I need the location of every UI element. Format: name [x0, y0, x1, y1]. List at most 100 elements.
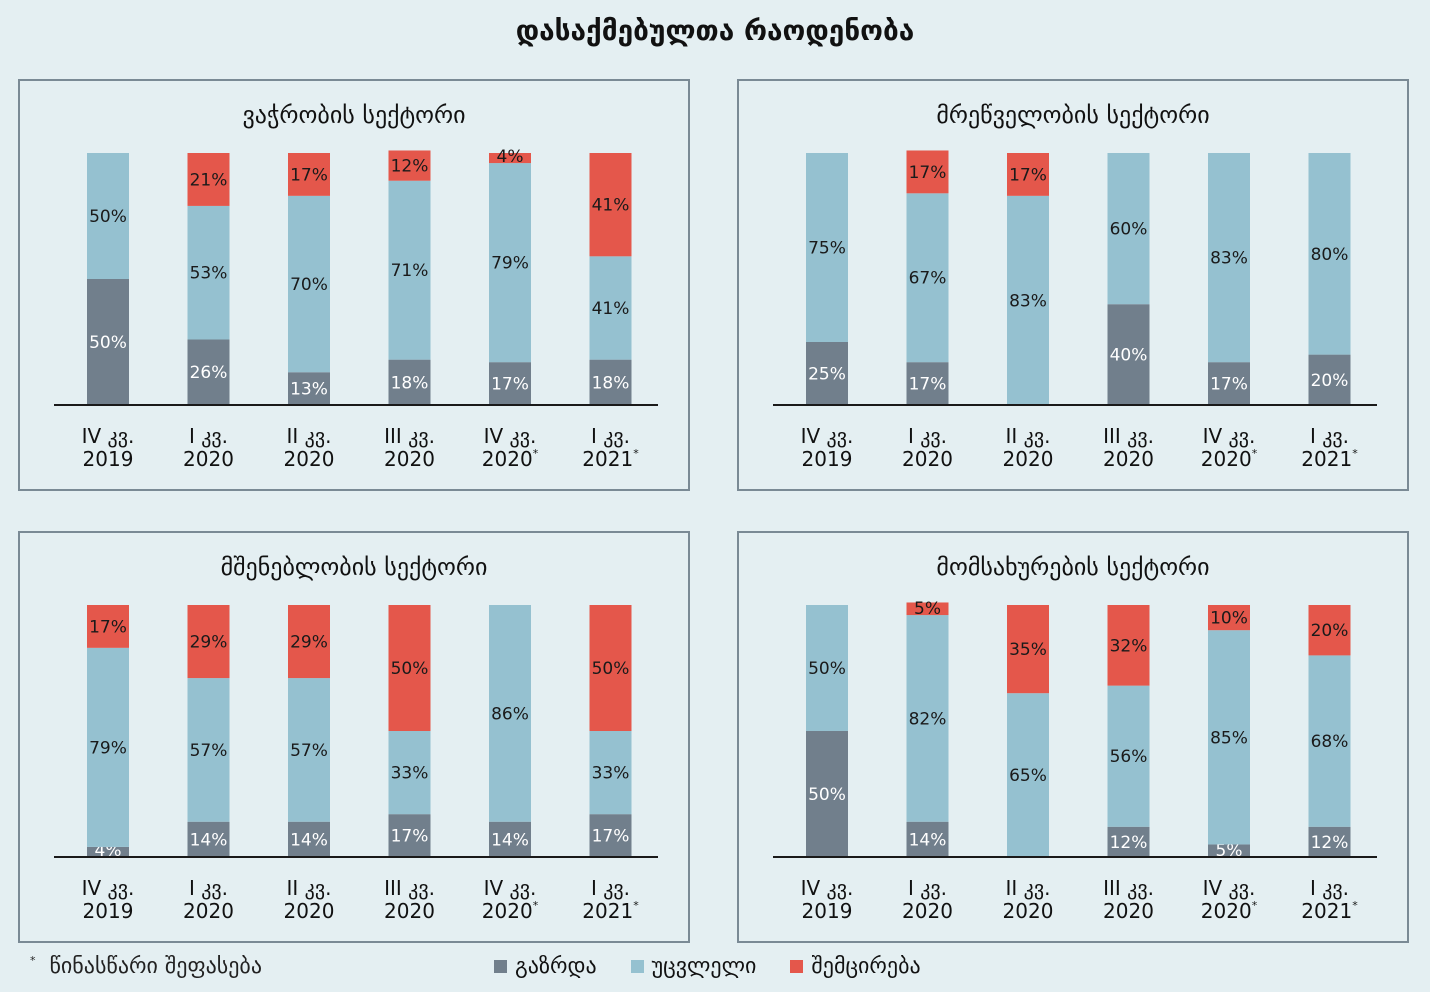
- x-tick-label: 2020: [284, 899, 335, 923]
- x-tick-label: 2020*: [1201, 899, 1258, 923]
- data-label: 50%: [391, 659, 429, 679]
- x-tick-label: II კვ.: [287, 876, 332, 900]
- legend-label: გაზრდა: [515, 954, 597, 979]
- data-label: 83%: [1210, 249, 1248, 269]
- data-label: 70%: [290, 275, 328, 295]
- bar-segment-decrease: [906, 150, 949, 194]
- bar-segment-decrease: [1107, 605, 1150, 686]
- footnote-mark: *: [633, 447, 639, 460]
- x-tick-label: IV კვ.: [484, 424, 537, 448]
- data-label: 12%: [391, 157, 429, 177]
- data-label: 50%: [592, 659, 630, 679]
- x-tick-label: 2020: [1003, 899, 1054, 923]
- footnote-text: წინასწარი შეფასება: [49, 954, 263, 979]
- bar-segment-unchanged: [589, 256, 632, 360]
- legend-item-increase: გაზრდა: [494, 954, 597, 979]
- bar-segment-increase: [589, 814, 632, 857]
- x-tick-label: I კვ.: [1310, 424, 1349, 448]
- x-tick-label: 2020: [284, 447, 335, 471]
- data-label: 80%: [1311, 245, 1349, 265]
- footnote-mark: *: [1252, 899, 1258, 912]
- bar-segment-increase: [1107, 826, 1150, 857]
- data-label: 18%: [391, 373, 429, 393]
- bar-segment-increase: [288, 821, 330, 857]
- x-tick-label: IV კვ.: [1203, 876, 1256, 900]
- bar-segment-decrease: [187, 153, 230, 206]
- x-tick-label: 2020: [902, 899, 953, 923]
- data-label: 21%: [190, 170, 228, 190]
- data-label: 10%: [1210, 609, 1248, 629]
- bar-segment-unchanged: [388, 731, 431, 815]
- footnote: * წინასწარი შეფასება: [30, 954, 262, 979]
- x-tick-label: IV კვ.: [484, 876, 537, 900]
- x-tick-label: I კვ.: [908, 876, 947, 900]
- bar-segment-decrease: [288, 605, 330, 679]
- bar-segment-unchanged: [1208, 630, 1250, 845]
- data-label: 14%: [491, 830, 529, 850]
- bar-segment-unchanged: [806, 605, 848, 731]
- x-tick-label: 2019: [83, 899, 134, 923]
- x-tick-label: 2021*: [582, 447, 639, 471]
- x-tick-label: IV კვ.: [82, 876, 135, 900]
- bar-segment-increase: [906, 821, 949, 857]
- bar-segment-increase: [1308, 826, 1351, 857]
- bar-segment-increase: [388, 814, 431, 857]
- data-label: 82%: [909, 709, 947, 729]
- bar-segment-decrease: [1007, 605, 1049, 694]
- bar-segment-decrease: [1308, 605, 1351, 656]
- data-label: 4%: [497, 147, 524, 167]
- bar-segment-increase: [1208, 844, 1250, 857]
- bar-segment-unchanged: [1107, 153, 1150, 305]
- bar-segment-increase: [806, 731, 848, 857]
- footnote-mark: *: [533, 899, 539, 912]
- data-label: 5%: [914, 599, 941, 619]
- bar-segment-increase: [1107, 304, 1150, 405]
- bar-segment-unchanged: [806, 153, 848, 342]
- legend-item-decrease: შემცირება: [790, 954, 921, 979]
- x-tick-label: III კვ.: [384, 424, 435, 448]
- bar-segment-unchanged: [489, 163, 531, 363]
- chart-panel-industry: მრეწველობის სექტორი 25% 75% IV კვ. 2019 17% 6…: [737, 79, 1409, 491]
- data-label: 67%: [909, 269, 947, 289]
- page-title: დასაქმებულთა რაოდენობა: [515, 14, 915, 47]
- data-label: 20%: [1311, 621, 1349, 641]
- data-label: 75%: [808, 239, 846, 259]
- data-label: 32%: [1110, 636, 1148, 656]
- data-label: 53%: [190, 264, 228, 284]
- x-tick-label: 2020: [1003, 447, 1054, 471]
- bar-segment-decrease: [187, 605, 230, 679]
- x-tick-label: II კვ.: [1006, 876, 1051, 900]
- data-label: 50%: [89, 207, 127, 227]
- data-label: 56%: [1110, 747, 1148, 767]
- bar-segment-decrease: [589, 605, 632, 731]
- legend: გაზრდა უცვლელი შემცირება: [494, 954, 921, 979]
- footnote-mark: *: [533, 447, 539, 460]
- data-label: 85%: [1210, 728, 1248, 748]
- data-label: 29%: [190, 633, 228, 653]
- x-tick-label: I კვ.: [591, 876, 630, 900]
- data-label: 50%: [89, 333, 127, 353]
- legend-label: უცვლელი: [651, 954, 757, 979]
- data-label: 33%: [391, 764, 429, 784]
- x-tick-label: 2019: [83, 447, 134, 471]
- footnote-mark: *: [1352, 899, 1358, 912]
- data-label: 50%: [808, 659, 846, 679]
- chart-panel-trade: ვაჭრობის სექტორი 50% 50% IV კვ. 2019 26% 53% 2…: [18, 79, 690, 491]
- bar-segment-unchanged: [87, 647, 129, 847]
- data-label: 65%: [1009, 766, 1047, 786]
- data-label: 12%: [1110, 833, 1148, 853]
- data-label: 57%: [190, 741, 228, 761]
- data-label: 79%: [89, 738, 127, 758]
- data-label: 35%: [1009, 640, 1047, 660]
- data-label: 14%: [909, 830, 947, 850]
- bar-segment-unchanged: [87, 153, 129, 279]
- bar-segment-unchanged: [1007, 693, 1049, 857]
- x-tick-label: 2019: [802, 447, 853, 471]
- x-tick-label: I კვ.: [908, 424, 947, 448]
- data-label: 83%: [1009, 291, 1047, 311]
- data-label: 17%: [89, 617, 127, 637]
- data-label: 17%: [592, 827, 630, 847]
- data-label: 79%: [491, 254, 529, 274]
- data-label: 57%: [290, 741, 328, 761]
- footnote-mark: *: [633, 899, 639, 912]
